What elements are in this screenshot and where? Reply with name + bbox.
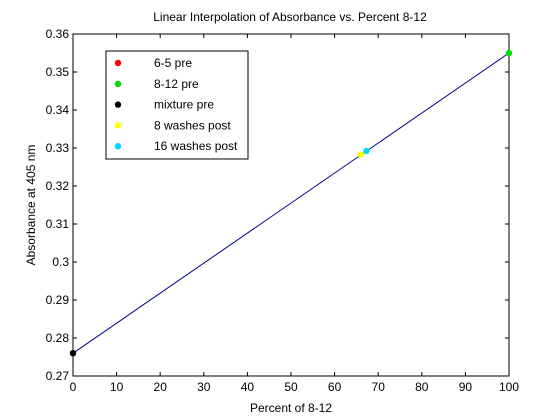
y-tick-label: 0.28 [46, 331, 70, 345]
y-tick-label: 0.27 [46, 369, 70, 383]
legend-label: mixture pre [154, 98, 214, 112]
interpolation-line-group [72, 52, 510, 354]
y-axis-ticks [73, 33, 509, 377]
x-axis-ticks [72, 34, 510, 376]
y-tick-label: 0.35 [46, 65, 70, 79]
y-tick-label: 0.36 [46, 27, 70, 41]
x-tick-label: 0 [70, 380, 77, 394]
x-tick-label: 100 [499, 380, 519, 394]
interpolation-line [72, 52, 510, 354]
y-tick-label: 0.33 [46, 141, 70, 155]
legend-label: 6-5 pre [154, 56, 192, 70]
x-axis-label: Percent of 8-12 [250, 401, 332, 415]
y-tick-label: 0.34 [46, 103, 70, 117]
legend-marker [114, 143, 122, 150]
y-tick-label: 0.29 [46, 293, 70, 307]
legend-marker [114, 80, 122, 88]
y-axis-label: Absorbance at 405 nm [24, 145, 38, 266]
y-axis-tick-labels: 0.27 0.28 0.29 0.3 0.31 0.32 0.33 0.34 0.35 0.36 [46, 27, 70, 383]
x-tick-label: 50 [284, 380, 298, 394]
data-point-8-washes-post [357, 151, 364, 158]
legend-label: 16 washes post [154, 139, 238, 153]
data-points-group [69, 49, 513, 357]
legend-label: 8 washes post [154, 118, 231, 132]
x-axis-tick-labels: 0 10 20 30 40 50 60 70 80 90 100 [70, 380, 520, 394]
x-tick-label: 20 [154, 380, 168, 394]
x-tick-label: 90 [459, 380, 473, 394]
x-tick-label: 80 [415, 380, 429, 394]
x-tick-label: 60 [328, 380, 342, 394]
y-tick-label: 0.32 [46, 179, 70, 193]
legend-label: 8-12 pre [154, 77, 199, 91]
legend-box [105, 50, 249, 160]
x-tick-label: 30 [197, 380, 211, 394]
y-tick-label: 0.31 [46, 217, 70, 231]
legend-marker [114, 59, 122, 67]
x-tick-label: 10 [110, 380, 124, 394]
x-tick-label: 40 [241, 380, 255, 394]
chart-title: Linear Interpolation of Absorbance vs. P… [153, 10, 427, 24]
data-point-mixture-pre [69, 350, 77, 357]
x-tick-label: 70 [372, 380, 386, 394]
y-tick-label: 0.3 [52, 255, 69, 269]
legend-marker [114, 101, 122, 108]
data-point-16-washes-post [363, 147, 370, 155]
legend: 6-5 pre 8-12 pre mixture pre 8 washes post 1… [105, 50, 249, 160]
data-point-8-12-pre [505, 49, 513, 57]
legend-marker [114, 122, 122, 129]
